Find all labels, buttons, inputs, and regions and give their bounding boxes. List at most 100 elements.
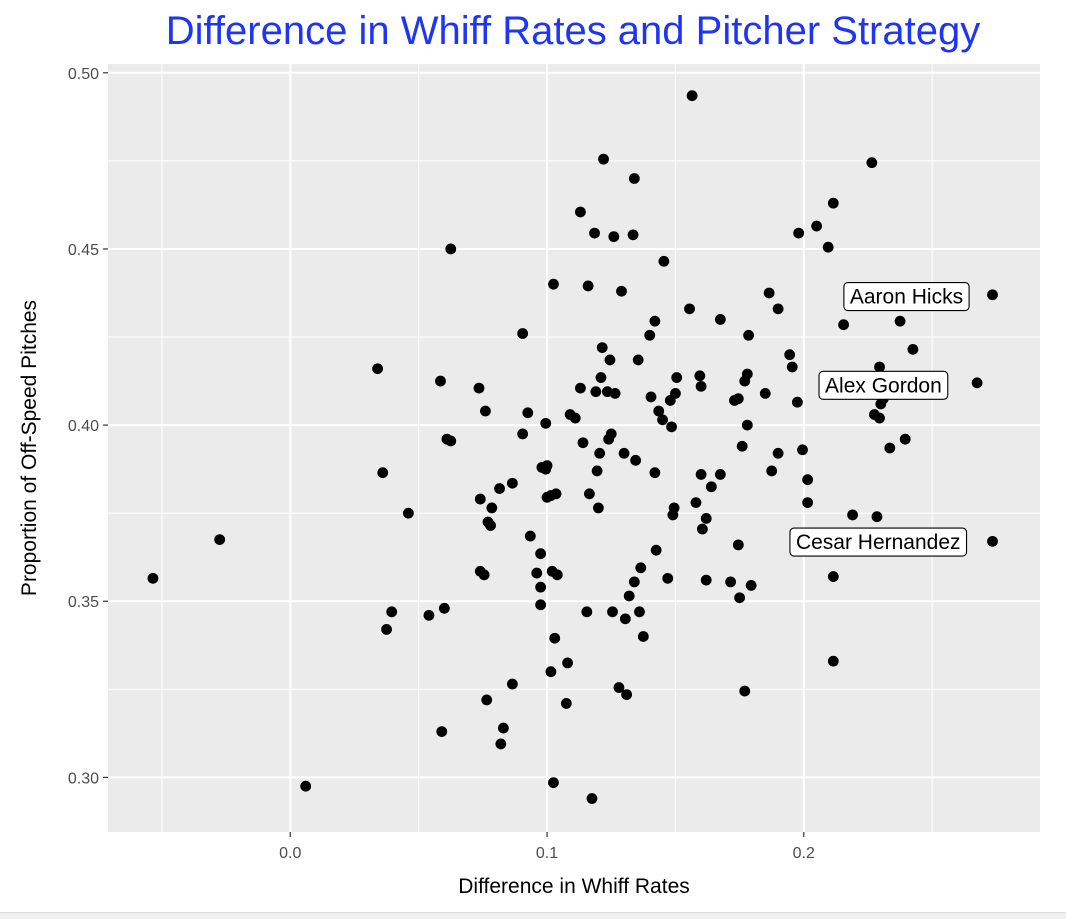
data-point <box>714 469 726 480</box>
data-point <box>590 386 602 398</box>
data-point <box>607 606 618 618</box>
data-point <box>548 777 559 789</box>
data-point <box>517 328 529 339</box>
data-point <box>743 329 754 341</box>
data-point <box>741 419 753 431</box>
data-point <box>827 655 839 667</box>
data-point <box>784 349 796 361</box>
data-point <box>695 380 707 392</box>
data-point <box>381 624 392 635</box>
data-point <box>700 513 712 524</box>
data-point <box>436 726 448 737</box>
data-point <box>589 227 600 239</box>
data-point <box>772 447 784 459</box>
data-point <box>598 153 609 165</box>
data-point <box>594 447 606 459</box>
data-point <box>628 576 640 588</box>
x-tick-label: 0.1 <box>536 845 558 862</box>
data-point <box>545 666 557 678</box>
data-point <box>486 502 498 514</box>
data-point <box>372 363 383 375</box>
data-point <box>623 590 635 602</box>
data-point <box>874 361 885 373</box>
data-point <box>517 428 529 440</box>
data-point <box>827 571 839 582</box>
data-point <box>700 574 712 586</box>
annotation-text: Alex Gordon <box>825 374 942 397</box>
data-point <box>745 579 757 591</box>
annotation-text: Aaron Hicks <box>850 286 963 309</box>
data-point <box>741 368 753 380</box>
data-point <box>759 387 771 399</box>
data-point <box>628 173 640 184</box>
data-point <box>736 440 748 452</box>
data-point <box>485 520 496 531</box>
y-tick-label: 0.30 <box>68 770 99 787</box>
data-point <box>608 231 620 243</box>
data-point <box>445 243 457 255</box>
y-axis-title: Proportion of Off-Speed Pitches <box>18 300 41 596</box>
data-point <box>481 694 493 706</box>
window-bottom-edge <box>0 912 1066 919</box>
data-point <box>619 613 631 625</box>
data-point <box>549 632 561 644</box>
data-point <box>548 278 559 290</box>
data-point <box>786 361 798 373</box>
data-point <box>535 581 547 593</box>
data-point <box>838 319 849 331</box>
chart-title: Difference in Whiff Rates and Pitcher St… <box>166 9 980 53</box>
data-point <box>871 511 883 523</box>
data-point <box>802 497 814 509</box>
data-point <box>445 435 457 447</box>
data-point <box>609 387 621 399</box>
data-point <box>705 481 717 493</box>
data-point <box>582 280 594 292</box>
data-point <box>696 523 708 535</box>
data-point <box>506 477 518 489</box>
data-point <box>772 303 784 315</box>
annotation-text: Cesar Hernandez <box>796 531 961 554</box>
data-point <box>435 375 446 387</box>
data-point <box>575 382 586 394</box>
data-point <box>662 572 674 584</box>
data-point <box>670 387 681 399</box>
data-point <box>653 405 665 417</box>
data-point <box>732 539 744 551</box>
data-point <box>899 433 911 445</box>
data-point <box>386 606 398 618</box>
data-point <box>592 502 604 514</box>
data-point <box>632 354 644 366</box>
data-point <box>763 287 775 299</box>
data-point <box>987 535 998 547</box>
data-point <box>480 405 491 417</box>
data-point <box>874 412 885 424</box>
data-point <box>668 502 680 514</box>
data-point <box>894 315 906 327</box>
data-point <box>423 609 435 621</box>
annotation-box <box>843 281 970 312</box>
data-point <box>671 372 683 383</box>
data-point <box>827 197 839 209</box>
data-point <box>732 393 744 405</box>
y-tick-label: 0.45 <box>68 242 99 259</box>
data-point <box>695 469 707 480</box>
y-tick-label: 0.50 <box>68 66 99 83</box>
data-point <box>595 372 607 383</box>
data-point <box>690 497 702 509</box>
data-point <box>797 444 808 456</box>
data-point <box>569 412 581 424</box>
data-point <box>550 488 562 500</box>
data-point <box>604 354 616 366</box>
data-point <box>438 602 450 614</box>
data-point <box>618 447 630 459</box>
x-tick-label: 0.2 <box>793 845 815 862</box>
data-point <box>551 569 563 581</box>
data-point <box>613 682 625 693</box>
plot-panel <box>108 64 1040 832</box>
data-point <box>584 488 595 500</box>
data-point <box>658 255 670 267</box>
data-point <box>535 548 547 560</box>
data-point <box>522 407 534 419</box>
data-point <box>645 391 657 403</box>
data-point <box>300 780 312 792</box>
